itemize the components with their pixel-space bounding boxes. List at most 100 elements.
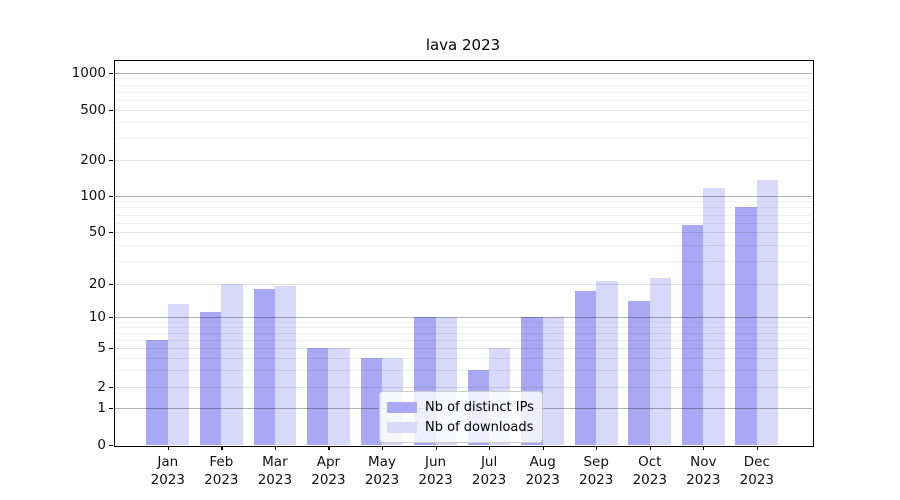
x-tick-mark xyxy=(435,446,437,450)
x-tick-mark xyxy=(596,446,598,450)
legend-swatch-downloads-icon xyxy=(387,421,417,433)
legend-swatch-distinct-ips-icon xyxy=(387,401,417,413)
bar-downloads xyxy=(703,188,725,445)
bar-distinct-ips xyxy=(360,357,382,445)
y-tick-mark xyxy=(109,386,113,388)
bar-downloads xyxy=(274,286,297,445)
bar-downloads xyxy=(167,304,190,445)
bar-downloads xyxy=(542,316,565,445)
x-tick-label: Feb 2023 xyxy=(204,454,239,488)
grid-line xyxy=(114,137,812,139)
x-tick-label: Dec 2023 xyxy=(739,454,775,488)
chart-legend: Nb of distinct IPs Nb of downloads xyxy=(379,391,543,443)
bar-distinct-ips xyxy=(574,291,597,445)
grid-line xyxy=(114,232,812,234)
y-tick-mark xyxy=(109,444,113,446)
grid-line xyxy=(114,159,812,161)
grid-line xyxy=(114,99,812,101)
y-tick-mark xyxy=(109,232,113,234)
y-tick-label: 1000 xyxy=(71,64,106,81)
grid-line xyxy=(114,84,812,86)
y-tick-label: 20 xyxy=(88,275,106,292)
y-tick-label: 0 xyxy=(97,436,106,453)
x-tick-mark xyxy=(274,446,277,450)
x-tick-label: May 2023 xyxy=(364,454,400,488)
bar-distinct-ips xyxy=(735,207,757,445)
grid-line xyxy=(114,109,812,111)
grid-line xyxy=(114,207,812,209)
x-tick-label: Jul 2023 xyxy=(471,454,507,488)
grid-line xyxy=(114,78,812,80)
grid-line xyxy=(114,283,812,285)
chart-title: lava 2023 xyxy=(425,36,501,54)
y-tick-label: 200 xyxy=(80,151,106,168)
y-tick-mark xyxy=(109,195,113,197)
y-tick-mark xyxy=(109,408,113,410)
grid-line xyxy=(114,72,812,74)
grid-line xyxy=(114,369,812,371)
legend-label-downloads: Nb of downloads xyxy=(425,419,534,435)
x-tick-mark xyxy=(382,446,384,450)
y-tick-label: 50 xyxy=(88,224,106,241)
y-tick-mark xyxy=(109,316,113,318)
x-tick-label: Mar 2023 xyxy=(257,454,293,488)
bar-distinct-ips xyxy=(199,312,222,445)
bar-downloads xyxy=(221,283,243,445)
y-tick-label: 500 xyxy=(80,101,106,118)
bar-distinct-ips xyxy=(307,348,329,445)
grid-line xyxy=(114,244,812,246)
y-tick-mark xyxy=(109,159,113,161)
grid-line xyxy=(114,121,812,123)
grid-line xyxy=(114,222,812,224)
bar-distinct-ips xyxy=(628,300,650,445)
legend-item-downloads: Nb of downloads xyxy=(387,417,534,437)
x-tick-mark xyxy=(167,446,169,450)
grid-line xyxy=(114,326,812,328)
x-tick-mark xyxy=(703,446,705,450)
x-tick-mark xyxy=(328,446,330,450)
x-tick-label: Jan 2023 xyxy=(150,454,185,488)
bar-distinct-ips xyxy=(681,225,704,445)
y-tick-label: 2 xyxy=(97,378,106,395)
x-tick-mark xyxy=(649,446,651,450)
x-tick-label: Nov 2023 xyxy=(686,454,721,488)
x-tick-label: Aug 2023 xyxy=(525,454,560,488)
bar-downloads xyxy=(596,280,618,445)
grid-line xyxy=(114,321,812,323)
grid-line xyxy=(114,260,812,262)
x-tick-mark xyxy=(542,446,544,450)
legend-label-distinct-ips: Nb of distinct IPs xyxy=(425,399,534,415)
grid-line xyxy=(114,348,812,350)
x-tick-label: Apr 2023 xyxy=(311,454,346,488)
grid-line xyxy=(114,316,812,318)
legend-item-distinct-ips: Nb of distinct IPs xyxy=(387,397,534,417)
bar-downloads xyxy=(649,278,672,445)
y-tick-label: 100 xyxy=(80,187,106,204)
grid-line xyxy=(114,332,812,334)
y-tick-label: 10 xyxy=(88,308,106,325)
bar-distinct-ips xyxy=(146,339,168,445)
y-tick-mark xyxy=(109,283,113,285)
grid-line xyxy=(114,357,812,359)
bar-downloads xyxy=(328,348,350,445)
bar-downloads xyxy=(756,180,779,445)
grid-line xyxy=(114,339,812,341)
y-tick-mark xyxy=(109,109,113,111)
grid-line xyxy=(114,91,812,93)
y-tick-label: 1 xyxy=(97,400,106,417)
x-tick-label: Sep 2023 xyxy=(579,454,614,488)
y-tick-label: 5 xyxy=(97,340,106,357)
x-tick-label: Jun 2023 xyxy=(418,454,453,488)
grid-line xyxy=(114,195,812,197)
y-tick-mark xyxy=(109,348,113,350)
x-tick-mark xyxy=(489,446,491,450)
x-tick-mark xyxy=(756,446,759,450)
x-tick-mark xyxy=(221,446,223,450)
x-tick-label: Oct 2023 xyxy=(632,454,667,488)
y-tick-mark xyxy=(109,72,113,74)
bar-distinct-ips xyxy=(253,288,275,445)
grid-line xyxy=(114,386,812,388)
grid-line xyxy=(114,201,812,203)
grid-line xyxy=(114,214,812,216)
